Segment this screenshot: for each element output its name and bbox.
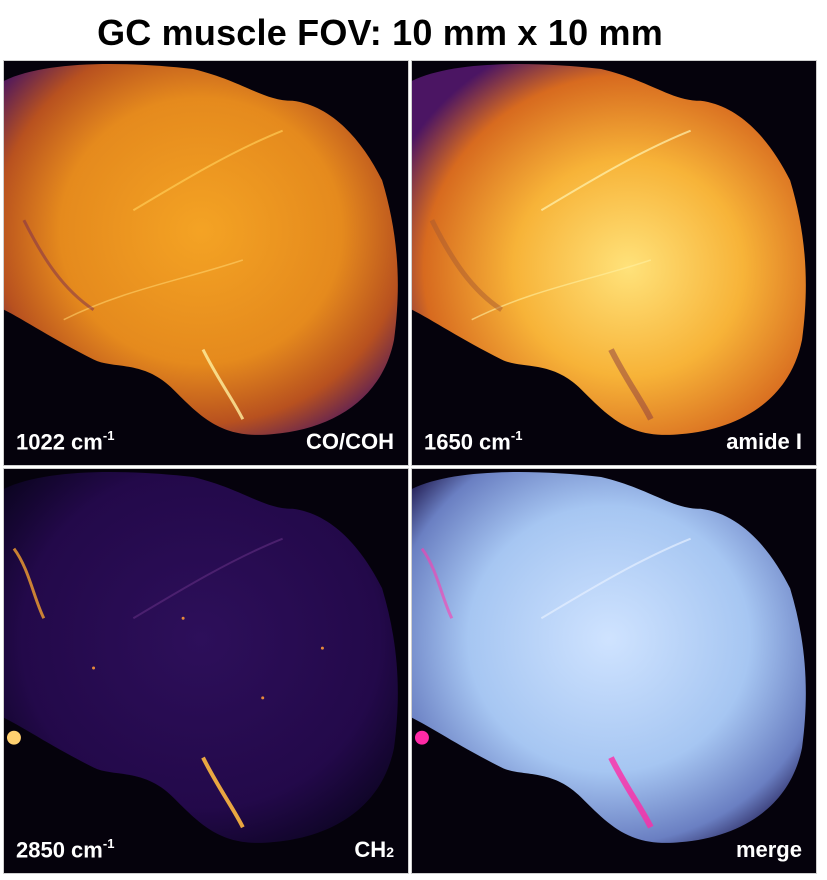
figure-title: GC muscle FOV: 10 mm x 10 mm bbox=[97, 12, 663, 53]
component-label: amide I bbox=[726, 429, 802, 454]
wavenumber-label: 1022 cm-1 bbox=[16, 427, 115, 454]
image-grid: 1022 cm-1 CO/COH 1650 cm-1 amide I bbox=[3, 60, 824, 876]
panel-merge: merge bbox=[411, 468, 817, 874]
component-label: CO/COH bbox=[306, 429, 394, 454]
panel-amide-i: 1650 cm-1 amide I bbox=[411, 60, 817, 466]
panel-ch2: 2850 cm-1 CH2 bbox=[3, 468, 409, 874]
tissue-image-ch2 bbox=[4, 469, 408, 873]
component-label: CH2 bbox=[354, 837, 394, 862]
component-label: merge bbox=[735, 837, 802, 862]
wavenumber-label: 2850 cm-1 bbox=[16, 835, 115, 862]
tissue-image-co-coh bbox=[4, 61, 408, 465]
wavenumber-label: 1650 cm-1 bbox=[424, 427, 523, 454]
tissue-image-amide-i bbox=[412, 61, 816, 465]
tissue-image-merge bbox=[412, 469, 816, 873]
panel-co-coh: 1022 cm-1 CO/COH bbox=[3, 60, 409, 466]
